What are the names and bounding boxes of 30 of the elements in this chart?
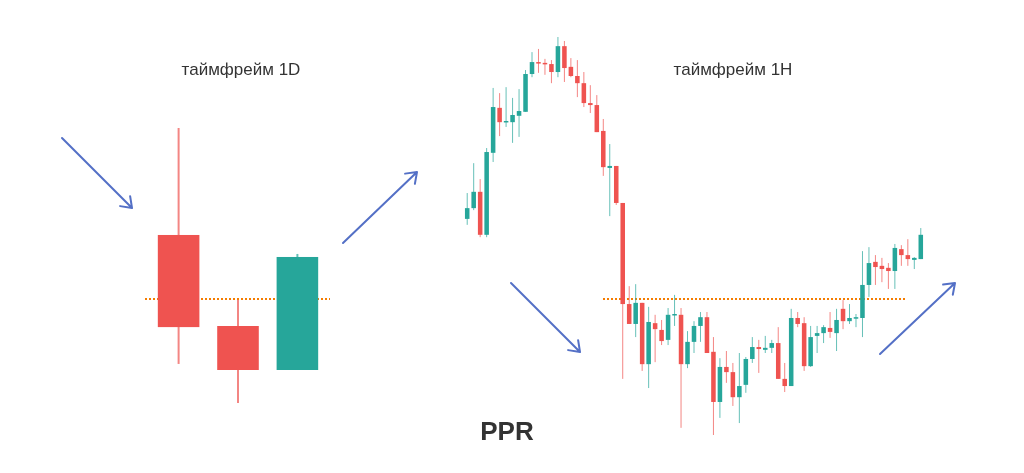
candlestick xyxy=(834,308,839,352)
candlestick xyxy=(782,362,787,393)
candlestick xyxy=(497,92,502,137)
candlestick xyxy=(516,88,522,138)
candlestick xyxy=(853,313,859,328)
candlestick xyxy=(724,350,729,384)
candlestick xyxy=(873,254,878,286)
candlestick xyxy=(536,48,541,74)
candlestick xyxy=(575,59,580,98)
text: таймфрейм 1H xyxy=(673,60,793,79)
candlestick xyxy=(471,162,476,211)
candlestick xyxy=(562,40,567,83)
candlestick xyxy=(588,84,593,114)
candlestick xyxy=(698,311,703,343)
candlestick xyxy=(672,294,677,327)
candlestick xyxy=(899,244,904,267)
candlestick xyxy=(607,143,613,217)
candlestick xyxy=(685,330,690,369)
chart-title: таймфрейм 1D xyxy=(181,60,301,79)
candlestick xyxy=(464,192,470,226)
annotation: PPR xyxy=(480,416,534,446)
candlestick xyxy=(633,283,638,338)
candlestick xyxy=(510,97,515,144)
candlestick xyxy=(549,59,554,84)
candlestick xyxy=(886,262,891,290)
candlestick xyxy=(737,352,742,424)
candlestick xyxy=(847,303,852,325)
candlestick xyxy=(659,319,664,346)
candlestick xyxy=(814,325,820,354)
candlestick xyxy=(750,336,755,364)
